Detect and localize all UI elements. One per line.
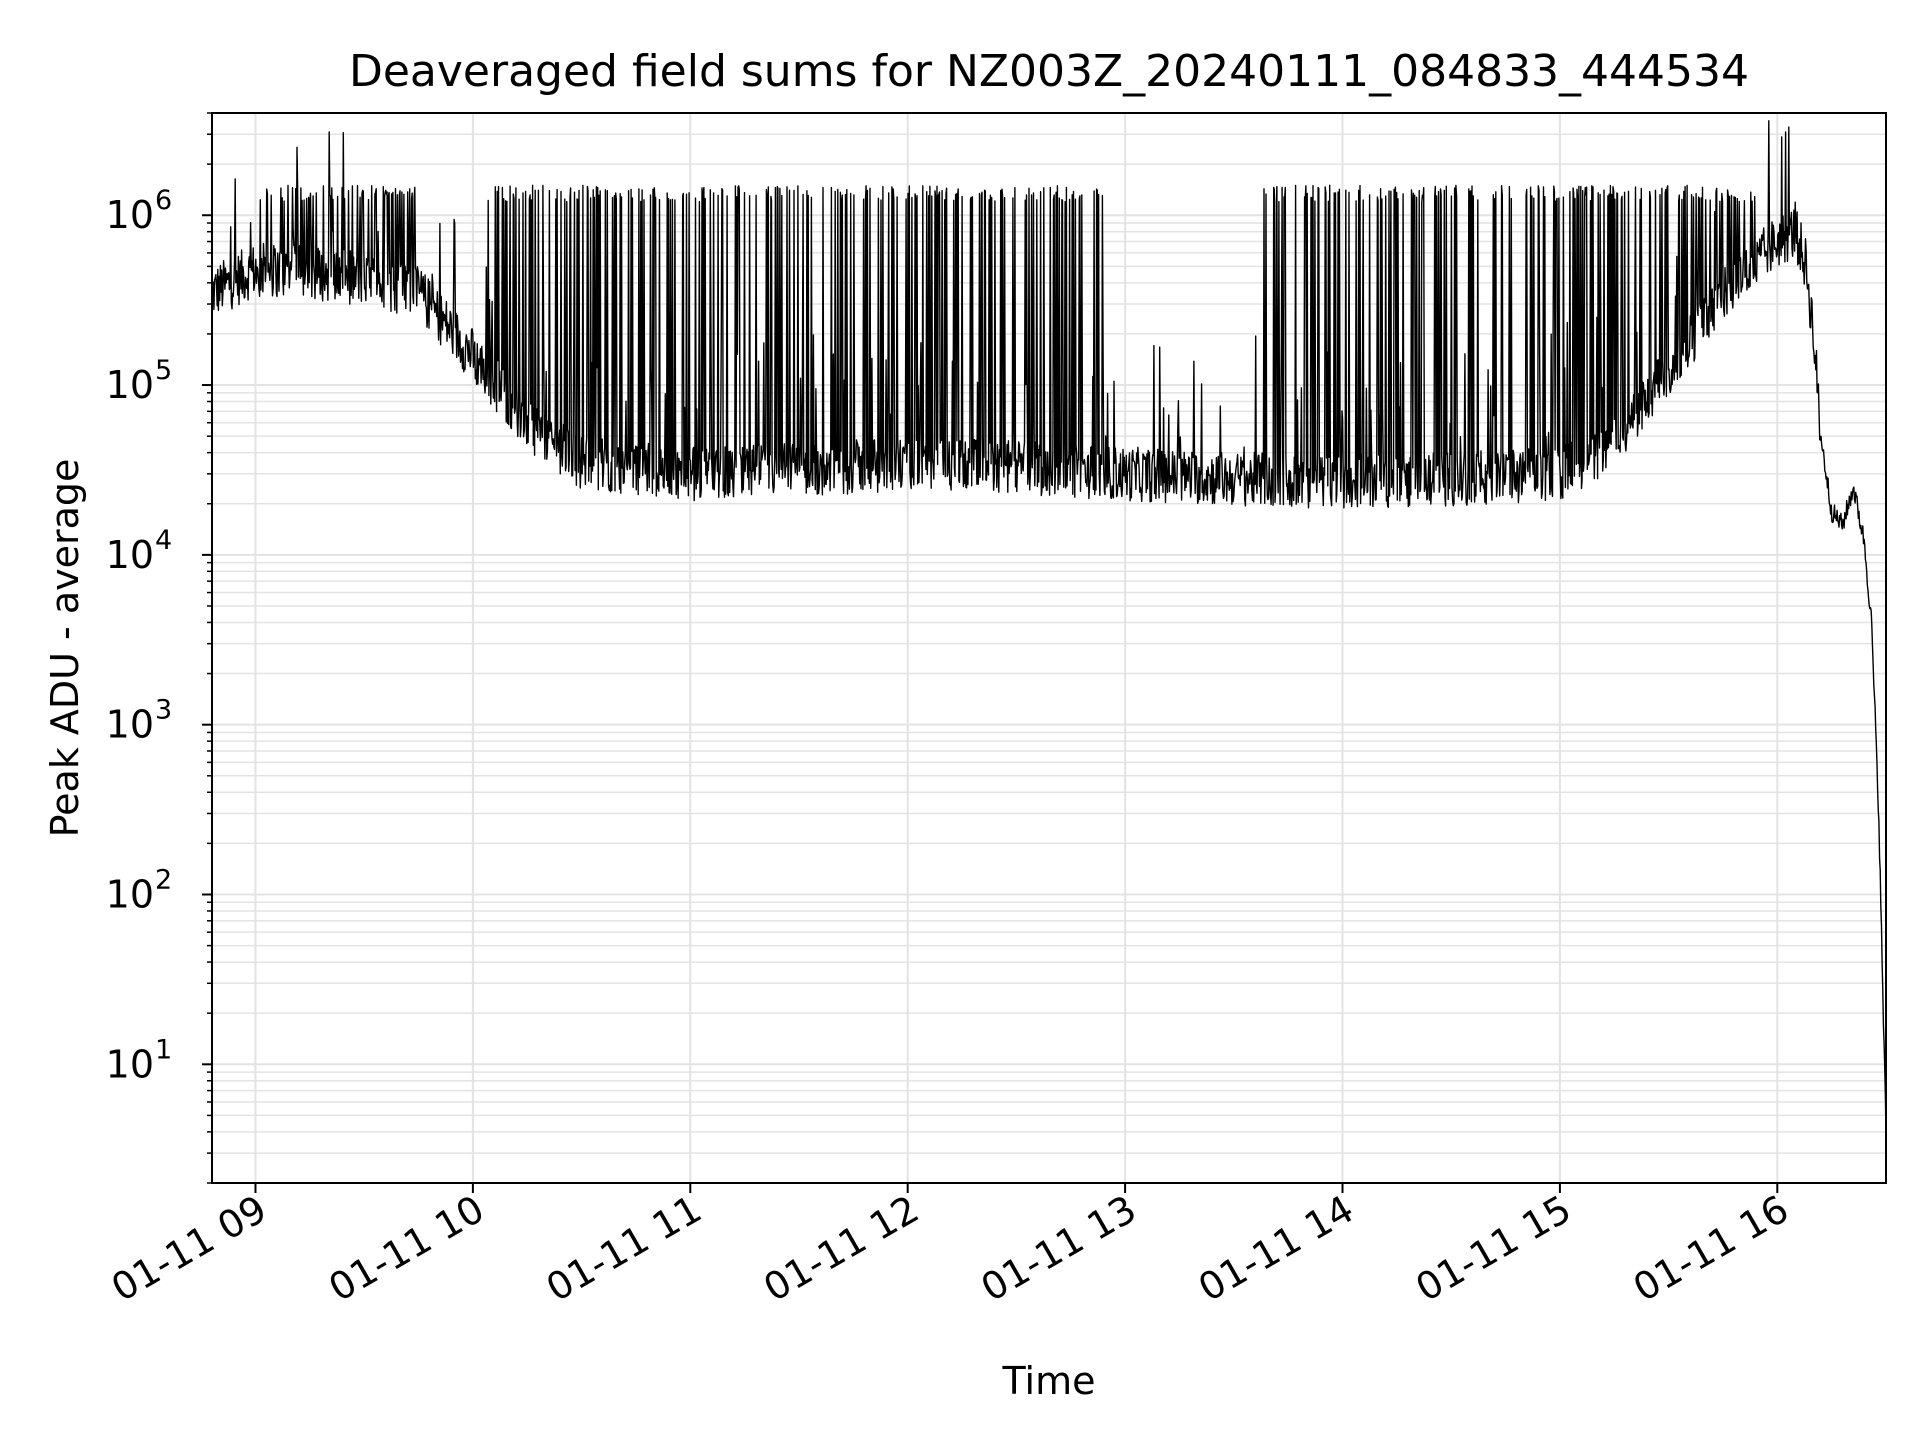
series-layer (211, 120, 1887, 1136)
y-tick-exponent: 5 (155, 355, 172, 386)
y-tick-exponent: 6 (155, 185, 172, 216)
plot-frame (211, 112, 1887, 1184)
y-tick-exponent: 1 (155, 1034, 172, 1065)
y-tick-label: 10 (106, 193, 154, 237)
ticks (202, 112, 1779, 1193)
y-tick-label: 10 (106, 703, 154, 747)
y-tick-label: 10 (106, 1042, 154, 1086)
y-tick-exponent: 4 (155, 525, 172, 556)
y-tick-label: 10 (106, 872, 154, 916)
y-tick-exponent: 2 (155, 864, 172, 895)
y-axis-label: Peak ADU - average (43, 459, 87, 838)
series-line (211, 120, 1887, 1136)
y-tick-label: 10 (106, 533, 154, 577)
chart-title: Deaveraged field sums for NZ003Z_2024011… (349, 46, 1749, 97)
x-axis-label: Time (1002, 1359, 1096, 1403)
y-tick-exponent: 3 (155, 695, 172, 726)
y-tick-label: 10 (106, 363, 154, 407)
